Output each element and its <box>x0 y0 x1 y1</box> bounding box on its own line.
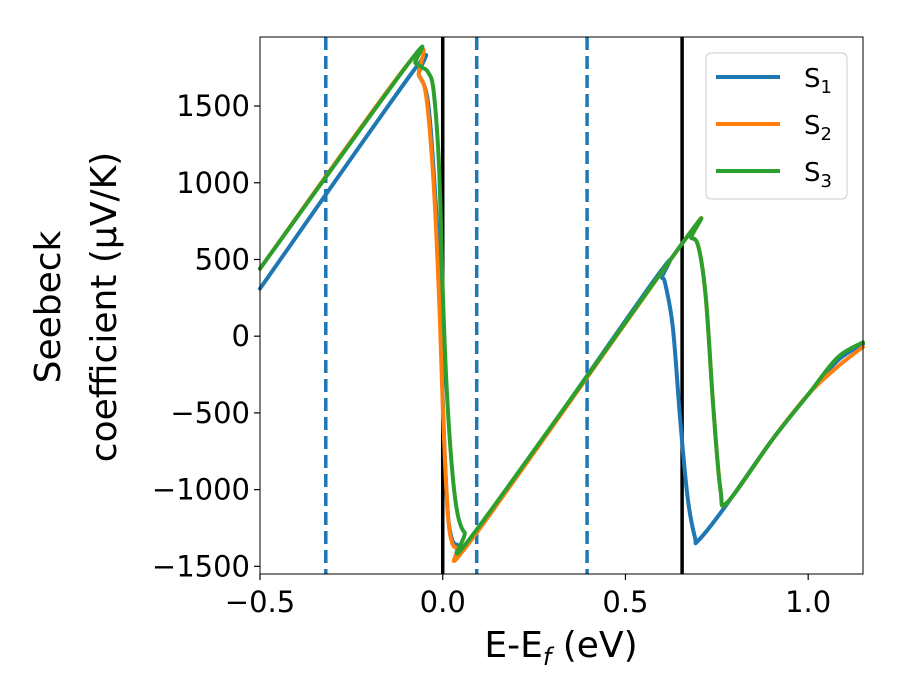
y-tick-label: 500 <box>195 242 250 276</box>
legend-label-s1: S1 <box>804 64 832 98</box>
y-axis-title-line1: Seebeck <box>28 230 69 383</box>
x-axis-title-unit: (eV) <box>551 625 637 666</box>
legend: S1 S2 S3 <box>705 52 848 200</box>
x-tick-label: −0.5 <box>225 585 295 619</box>
y-axis-ticks: −1500 −1000 −500 0 500 1000 1500 <box>152 89 260 583</box>
plot-frame <box>259 36 864 575</box>
y-axis-title-line2: coefficient (μV/K) <box>84 152 125 462</box>
y-tick-label: 0 <box>232 319 250 353</box>
x-axis-title-main: E-E <box>484 625 542 666</box>
x-axis-title: E-Ef (eV) <box>484 625 637 671</box>
x-tick-label: 0.5 <box>602 585 648 619</box>
y-axis-title: Seebeck coefficient (μV/K) <box>28 152 125 462</box>
series-lines <box>258 44 865 563</box>
y-tick-label: −1500 <box>152 549 250 583</box>
legend-label-s2: S2 <box>804 111 832 145</box>
x-tick-label: 1.0 <box>785 585 831 619</box>
y-tick-label: −500 <box>170 396 250 430</box>
series-line-s3 <box>258 44 865 556</box>
y-tick-label: 1000 <box>176 166 250 200</box>
y-tick-label: −1000 <box>152 473 250 507</box>
legend-label-s3: S3 <box>804 158 832 192</box>
y-tick-label: 1500 <box>176 89 250 123</box>
x-axis-ticks: −0.5 0.0 0.5 1.0 <box>225 574 831 619</box>
x-tick-label: 0.0 <box>420 585 466 619</box>
